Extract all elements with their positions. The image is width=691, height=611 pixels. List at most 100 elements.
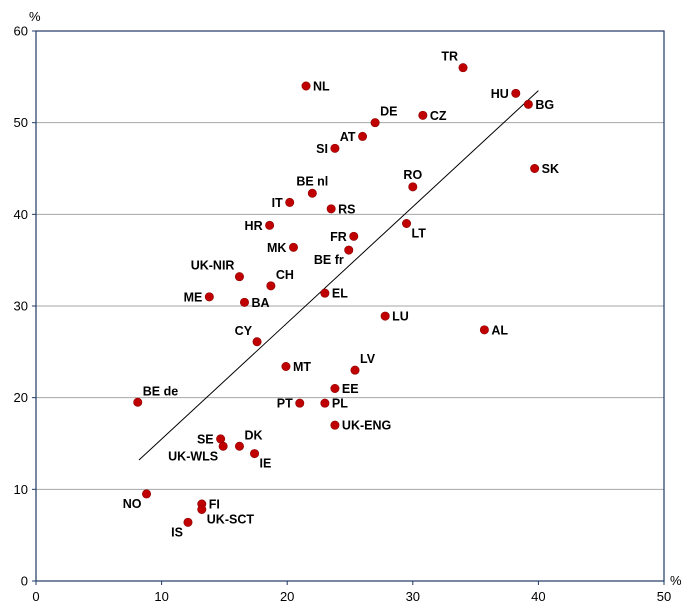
gridlines: [36, 122, 664, 490]
point-marker-sk: [530, 164, 540, 174]
point-marker-is: [183, 517, 193, 527]
point-label-be-de: BE de: [143, 384, 178, 398]
point-label-ie: IE: [260, 457, 272, 471]
point-marker-mt: [281, 361, 291, 371]
x-tick-label: 30: [406, 589, 420, 604]
point-marker-be-fr: [344, 245, 354, 255]
point-label-hr: HR: [245, 219, 263, 233]
point-label-lv: LV: [360, 352, 376, 366]
point-labels: TR HU BG NL CZ DE AT SI SK RO BE nl IT RS LT HR FR MK BE …: [123, 50, 559, 540]
point-marker-lv: [350, 365, 360, 375]
point-marker-ee: [330, 383, 340, 393]
point-label-is: IS: [171, 525, 183, 539]
x-tick-label: 20: [280, 589, 294, 604]
point-label-ba: BA: [251, 296, 269, 310]
point-label-hu: HU: [491, 87, 509, 101]
point-label-sk: SK: [542, 162, 559, 176]
x-tick-label: 50: [657, 589, 671, 604]
point-label-cy: CY: [235, 324, 253, 338]
point-label-at: AT: [340, 130, 356, 144]
trendline-layer: [138, 90, 539, 461]
point-marker-uk-wls: [218, 441, 228, 451]
point-marker-rs: [326, 204, 336, 214]
point-label-de: DE: [380, 105, 397, 119]
point-marker-pl: [320, 398, 330, 408]
point-marker-ba: [239, 297, 249, 307]
x-tick-label: 10: [154, 589, 168, 604]
point-label-uk-sct: UK-SCT: [207, 513, 255, 527]
point-label-pl: PL: [332, 397, 348, 411]
point-label-uk-eng: UK-ENG: [342, 419, 391, 433]
point-label-bg: BG: [535, 98, 554, 112]
point-marker-be-de: [133, 397, 143, 407]
point-label-be-nl: BE nl: [296, 174, 328, 188]
point-label-no: NO: [123, 497, 142, 511]
data-points: [133, 63, 540, 527]
point-marker-fr: [349, 231, 359, 241]
point-label-tr: TR: [441, 50, 458, 64]
point-label-al: AL: [491, 323, 508, 337]
point-marker-at: [358, 131, 368, 141]
point-marker-uk-sct: [197, 504, 207, 514]
point-marker-de: [370, 118, 380, 128]
point-marker-lu: [380, 311, 390, 321]
point-label-ro: RO: [403, 168, 422, 182]
point-label-lt: LT: [412, 227, 427, 241]
point-marker-ie: [250, 449, 260, 459]
point-label-ch: CH: [276, 268, 294, 282]
point-label-se: SE: [197, 432, 214, 446]
y-tick-label: 50: [14, 115, 28, 130]
point-marker-lt: [402, 219, 412, 229]
point-label-mt: MT: [293, 360, 311, 374]
point-marker-ch: [266, 281, 276, 291]
point-label-me: ME: [184, 290, 203, 304]
y-tick-label: 30: [14, 299, 28, 314]
trendline: [138, 90, 539, 461]
point-label-pt: PT: [277, 397, 293, 411]
point-label-si: SI: [316, 142, 328, 156]
point-label-nl: NL: [313, 80, 330, 94]
point-label-fr: FR: [330, 230, 347, 244]
point-marker-pt: [295, 398, 305, 408]
point-marker-al: [479, 325, 489, 335]
point-label-mk: MK: [267, 241, 286, 255]
point-label-cz: CZ: [430, 109, 447, 123]
point-marker-hu: [511, 88, 521, 98]
y-tick-label: 60: [14, 24, 28, 39]
point-marker-si: [330, 143, 340, 153]
point-label-it: IT: [272, 196, 283, 210]
point-marker-cy: [252, 337, 262, 347]
point-marker-tr: [458, 63, 468, 73]
point-label-be-fr: BE fr: [314, 253, 344, 267]
x-axis-unit-label: %: [670, 573, 682, 588]
point-marker-it: [285, 197, 295, 207]
x-tick-label: 0: [32, 589, 39, 604]
point-marker-hr: [265, 220, 275, 230]
y-tick-label: 0: [21, 574, 28, 589]
point-label-el: EL: [332, 287, 348, 301]
point-marker-uk-eng: [330, 420, 340, 430]
y-tick-label: 40: [14, 207, 28, 222]
point-marker-cz: [418, 110, 428, 120]
y-tick-label: 20: [14, 390, 28, 405]
point-label-uk-nir: UK-NIR: [191, 259, 235, 273]
point-label-fi: FI: [209, 498, 220, 512]
point-marker-bg: [523, 99, 533, 109]
point-marker-uk-nir: [234, 272, 244, 282]
point-label-uk-wls: UK-WLS: [168, 449, 218, 463]
point-label-dk: DK: [244, 428, 262, 442]
x-tick-label: 40: [531, 589, 545, 604]
point-marker-me: [204, 292, 214, 302]
point-marker-el: [320, 288, 330, 298]
point-label-lu: LU: [392, 310, 409, 324]
y-axis-unit-label: %: [29, 9, 41, 24]
point-marker-no: [142, 489, 152, 499]
point-marker-nl: [301, 81, 311, 91]
point-marker-be-nl: [307, 188, 317, 198]
axis-ticks: 0 10 20 30 40 50 60 0 10 20 30 40 50: [14, 24, 672, 605]
point-marker-ro: [408, 182, 418, 192]
point-marker-dk: [234, 441, 244, 451]
y-tick-label: 10: [14, 482, 28, 497]
